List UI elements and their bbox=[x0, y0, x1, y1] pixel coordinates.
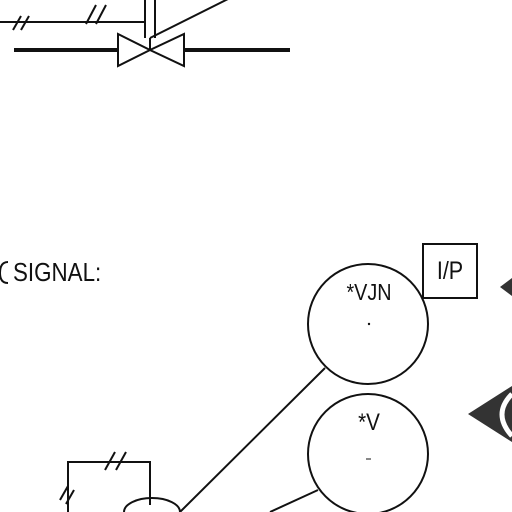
lower-actuator-bracket bbox=[67, 461, 181, 512]
converter-box-label: I/P bbox=[436, 257, 464, 285]
converter-box bbox=[422, 243, 478, 299]
right-arrow-large bbox=[468, 386, 512, 442]
lower-bubble-link-line bbox=[269, 489, 319, 512]
upper-bubble-dot bbox=[367, 322, 371, 326]
upper-bubble-link-line bbox=[179, 367, 326, 512]
signal-caption: SIGNAL: bbox=[13, 257, 102, 287]
gate-valve-icon bbox=[117, 32, 185, 68]
right-arrow-inner-curve bbox=[499, 392, 512, 438]
right-arrow-small bbox=[500, 278, 512, 296]
double-slash-signal-icon bbox=[59, 451, 127, 505]
top-process-line bbox=[0, 0, 290, 52]
signal-ticks-top bbox=[12, 4, 107, 31]
cropped-caption-fragment bbox=[0, 261, 9, 284]
lower-bubble-label: *V bbox=[358, 409, 380, 436]
upper-bubble-label: *VJN bbox=[346, 279, 392, 305]
lower-instrument-bubble bbox=[307, 393, 429, 512]
